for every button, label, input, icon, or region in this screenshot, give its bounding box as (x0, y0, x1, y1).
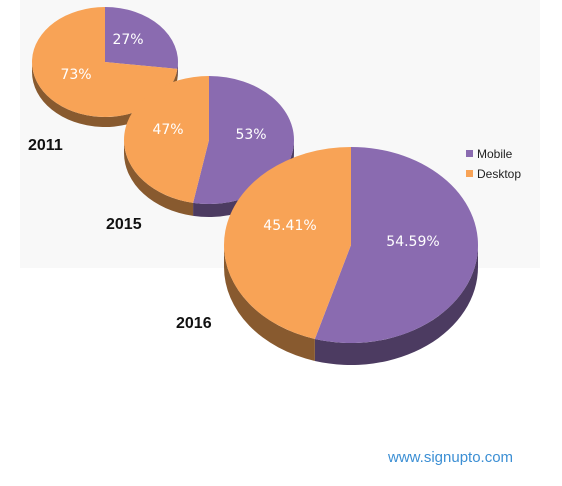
slice-mobile (314, 147, 479, 343)
legend-label-mobile: Mobile (477, 147, 513, 161)
pies-layer: 27% 73% 53% 47% 54.59% 45.41% (32, 7, 479, 365)
value-label-mobile: 54.59% (386, 234, 439, 250)
slice-desktop (32, 7, 178, 117)
value-label-desktop: 47% (152, 122, 183, 138)
value-label-desktop: 45.41% (263, 218, 316, 234)
legend-label-desktop: Desktop (477, 167, 521, 181)
legend-swatch-desktop (466, 170, 473, 177)
slice-desktop (124, 76, 209, 203)
year-label-2011: 2011 (28, 137, 63, 154)
slice-side-mobile (177, 62, 178, 79)
pie-2016: 54.59% 45.41% (224, 147, 479, 365)
value-label-desktop: 73% (60, 67, 91, 83)
slice-side-desktop (124, 140, 194, 216)
value-label-mobile: 27% (112, 32, 143, 48)
website-link[interactable]: www.signupto.com (388, 449, 514, 466)
value-label-mobile: 53% (235, 127, 266, 143)
year-label-2016: 2016 (176, 315, 212, 332)
slice-mobile (105, 7, 178, 69)
legend: Mobile Desktop (466, 147, 521, 181)
slice-desktop (224, 147, 351, 339)
year-label-2015: 2015 (106, 216, 142, 233)
slice-side-desktop (224, 245, 315, 361)
slice-side-mobile (314, 245, 478, 365)
legend-swatch-mobile (466, 150, 473, 157)
